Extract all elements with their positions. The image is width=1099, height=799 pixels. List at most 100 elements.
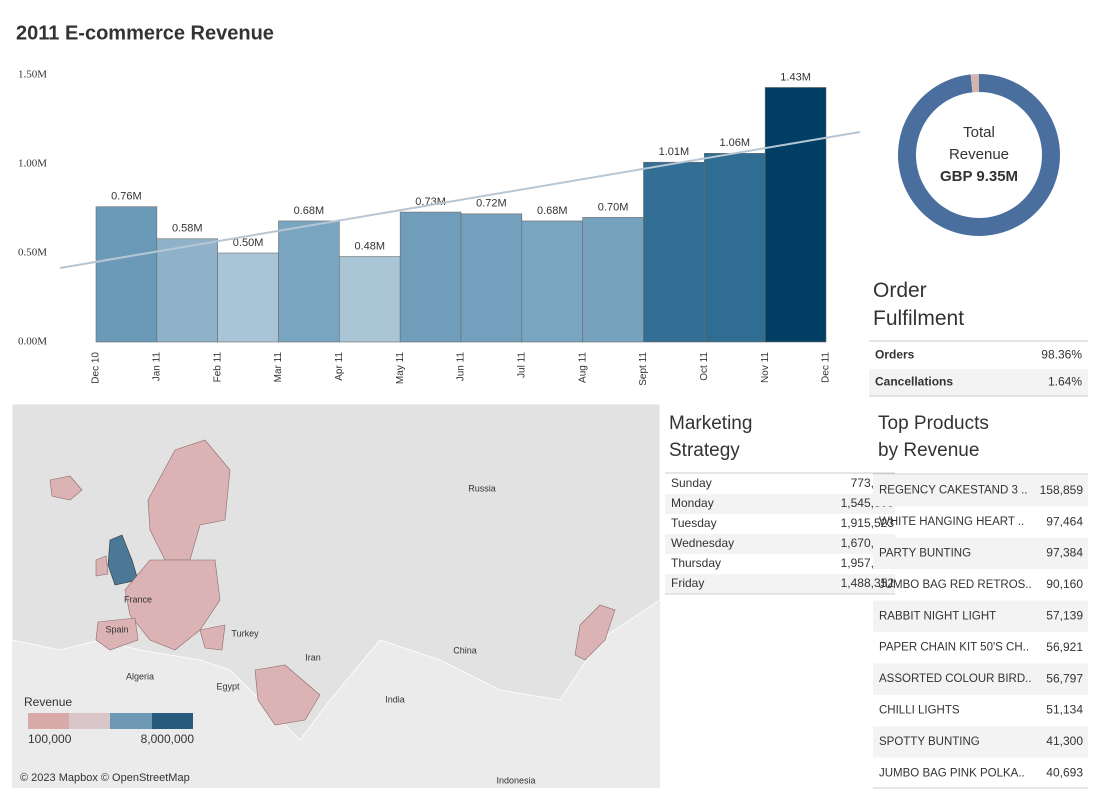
row-value: 97,384 bbox=[1046, 546, 1083, 560]
table-row bbox=[665, 574, 895, 594]
row-value: 57,139 bbox=[1046, 608, 1083, 622]
bar bbox=[217, 252, 279, 343]
y-tick-label: 1.50M bbox=[18, 69, 47, 81]
bar bbox=[460, 213, 523, 343]
donut-center-text: Revenue bbox=[949, 146, 1009, 163]
table-title: Order Fulfilment bbox=[873, 279, 964, 330]
value-label: 0.72M bbox=[476, 198, 507, 210]
country-japan bbox=[574, 604, 616, 661]
value-label: 0.68M bbox=[294, 205, 325, 217]
bar bbox=[278, 220, 340, 343]
title-line: Fulfilment bbox=[873, 307, 964, 330]
row-value: 41,300 bbox=[1046, 734, 1083, 748]
x-tick-label: Feb 11 bbox=[212, 352, 223, 383]
value-label: 0.70M bbox=[598, 201, 629, 213]
bar bbox=[764, 87, 827, 343]
row-label: Monday bbox=[671, 496, 714, 510]
donut-center-text: GBP 9.35M bbox=[940, 168, 1018, 185]
bar bbox=[643, 161, 705, 343]
row-label: Orders bbox=[875, 348, 915, 362]
row-label: Friday bbox=[671, 576, 704, 590]
x-tick-label: May 11 bbox=[395, 352, 406, 384]
country-iceland bbox=[49, 475, 83, 501]
legend-title: Revenue bbox=[24, 695, 72, 709]
row-value: 40,693 bbox=[1046, 765, 1083, 779]
x-tick-label: Nov 11 bbox=[760, 352, 771, 383]
row-label: ASSORTED COLOUR BIRD.. bbox=[879, 673, 1032, 685]
row-value: 90,160 bbox=[1046, 577, 1083, 591]
value-label: 0.48M bbox=[354, 240, 385, 252]
table-row bbox=[873, 475, 1088, 507]
legend-max: 8,000,000 bbox=[141, 732, 195, 746]
x-tick-label: Jan 11 bbox=[151, 352, 162, 382]
x-tick-label: Aug 11 bbox=[577, 352, 588, 383]
value-label: 0.68M bbox=[537, 205, 568, 217]
x-tick-label: Oct 11 bbox=[699, 352, 710, 381]
table-title: by Revenue bbox=[878, 440, 979, 461]
row-value: 56,921 bbox=[1046, 640, 1083, 654]
bar bbox=[521, 220, 583, 343]
bar bbox=[95, 206, 158, 343]
row-value: 1.64% bbox=[1048, 375, 1082, 389]
row-label: WHITE HANGING HEART .. bbox=[879, 516, 1024, 528]
country-greece bbox=[199, 624, 226, 651]
bar bbox=[399, 211, 462, 343]
row-value: 56,797 bbox=[1046, 671, 1083, 685]
value-label: 1.06M bbox=[719, 137, 750, 149]
map-label: Algeria bbox=[126, 671, 154, 681]
table-title: Marketing bbox=[669, 413, 752, 434]
bar bbox=[704, 153, 766, 343]
bar bbox=[582, 217, 644, 343]
table-row bbox=[665, 534, 895, 554]
value-label: 1.43M bbox=[780, 71, 811, 83]
table-row bbox=[873, 726, 1088, 758]
map-label: Russia bbox=[468, 483, 496, 493]
value-label: 0.76M bbox=[111, 191, 142, 203]
donut-center-text: Total bbox=[963, 124, 995, 141]
row-label: Thursday bbox=[671, 556, 721, 570]
country-spain bbox=[95, 617, 139, 651]
table-row bbox=[873, 663, 1088, 695]
row-value: 1,488,352 bbox=[841, 576, 895, 590]
value-label: 1.01M bbox=[659, 146, 690, 158]
row-label: Sunday bbox=[671, 476, 712, 490]
row-label: JUMBO BAG RED RETROS.. bbox=[879, 579, 1032, 591]
row-label: RABBIT NIGHT LIGHT bbox=[879, 610, 996, 622]
x-tick-label: Dec 11 bbox=[821, 352, 832, 383]
legend-swatch bbox=[69, 713, 110, 729]
row-value: 97,464 bbox=[1046, 514, 1083, 528]
table-title: Top Products bbox=[878, 413, 989, 434]
y-tick-label: 0.00M bbox=[18, 336, 47, 348]
donut-segment bbox=[970, 74, 979, 93]
map-label: Iran bbox=[305, 652, 321, 662]
row-label: Cancellations bbox=[875, 375, 953, 389]
table-row bbox=[873, 600, 1088, 632]
value-label: 0.50M bbox=[233, 237, 264, 249]
country-saudi-arabia bbox=[254, 664, 321, 726]
legend-swatch bbox=[152, 713, 193, 729]
map bbox=[11, 403, 661, 788]
dashboard-title: 2011 E-commerce Revenue bbox=[16, 22, 274, 44]
value-label: 0.58M bbox=[172, 223, 203, 235]
x-tick-label: Sept 11 bbox=[638, 352, 649, 386]
map-label: Egypt bbox=[216, 681, 240, 691]
map-legend: Revenue 100,000 8,000,000 © 2023 Mapbox … bbox=[20, 695, 194, 784]
row-label: Tuesday bbox=[671, 516, 717, 530]
country-scandinavia bbox=[147, 439, 231, 561]
legend-swatch bbox=[110, 713, 152, 729]
row-label: REGENCY CAKESTAND 3 .. bbox=[879, 485, 1027, 497]
y-tick-label: 0.50M bbox=[18, 247, 47, 259]
row-label: CHILLI LIGHTS bbox=[879, 705, 960, 717]
row-value: 51,134 bbox=[1046, 703, 1083, 717]
x-tick-label: Mar 11 bbox=[273, 352, 284, 383]
table-row bbox=[873, 537, 1088, 570]
row-value: 98.36% bbox=[1041, 348, 1082, 362]
x-tick-label: Dec 10 bbox=[91, 352, 102, 384]
bar bbox=[339, 256, 401, 343]
x-tick-label: Apr 11 bbox=[334, 352, 345, 381]
map-label: France bbox=[124, 594, 152, 604]
table-row bbox=[665, 494, 895, 514]
table-row bbox=[869, 369, 1088, 396]
trend-line bbox=[59, 131, 861, 269]
